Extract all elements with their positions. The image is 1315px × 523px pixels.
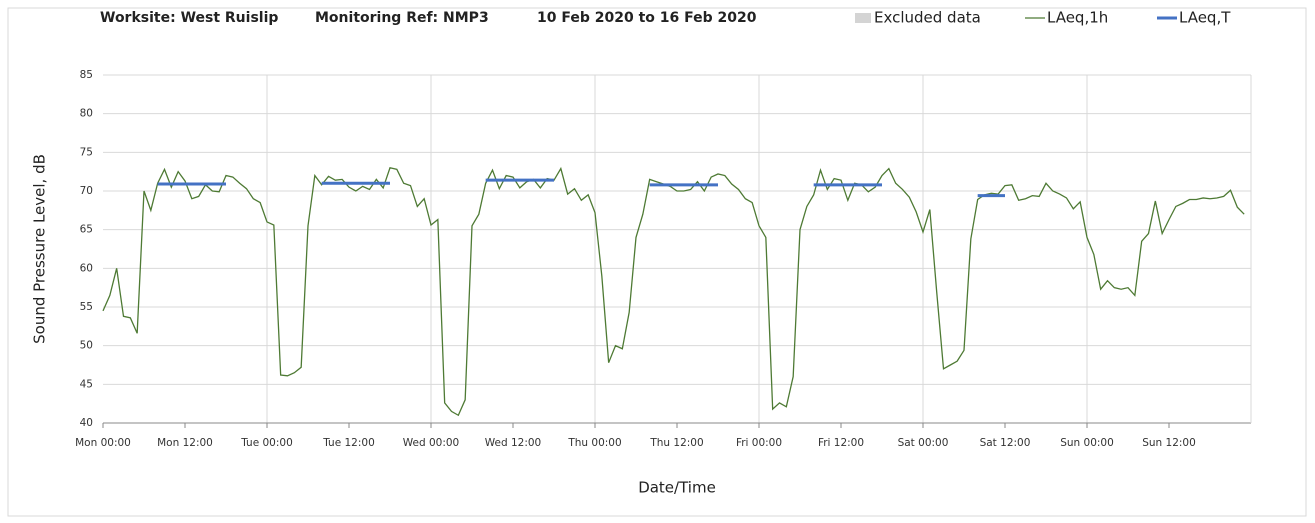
y-tick-label: 70 [80,185,93,197]
x-tick-label: Fri 12:00 [818,437,864,449]
x-tick-label: Thu 00:00 [567,437,621,449]
x-tick-label: Wed 00:00 [403,437,460,449]
x-tick-label: Tue 12:00 [322,437,375,449]
x-axis-label: Date/Time [638,479,716,497]
y-tick-label: 45 [80,378,93,390]
chart-title: Worksite: West Ruislip [100,10,278,26]
y-tick-label: 75 [80,146,93,158]
x-tick-label: Fri 00:00 [736,437,782,449]
legend-label: Excluded data [874,9,981,27]
y-axis-label: Sound Pressure Level, dB [31,154,49,344]
y-tick-label: 85 [80,69,93,81]
legend-swatch [855,13,871,23]
y-tick-label: 60 [80,262,93,274]
legend-label: LAeq,T [1179,9,1231,27]
x-tick-label: Mon 12:00 [157,437,213,449]
y-tick-label: 55 [80,301,93,313]
x-tick-label: Sun 12:00 [1142,437,1196,449]
chart-frame [7,7,1307,517]
monitoring-ref: Monitoring Ref: NMP3 [315,10,489,26]
x-tick-label: Sat 00:00 [898,437,949,449]
x-tick-label: Mon 00:00 [75,437,131,449]
date-range: 10 Feb 2020 to 16 Feb 2020 [537,10,757,26]
x-tick-label: Wed 12:00 [485,437,542,449]
x-tick-label: Sun 00:00 [1060,437,1114,449]
data-line [102,166,1245,417]
x-tick-label: Thu 12:00 [649,437,703,449]
y-tick-label: 50 [80,340,93,352]
y-tick-label: 40 [80,417,93,429]
x-tick-label: Tue 00:00 [240,437,293,449]
legend-label: LAeq,1h [1047,9,1108,27]
x-tick-label: Sat 12:00 [980,437,1031,449]
y-tick-label: 65 [80,224,93,236]
y-tick-label: 80 [80,108,93,120]
